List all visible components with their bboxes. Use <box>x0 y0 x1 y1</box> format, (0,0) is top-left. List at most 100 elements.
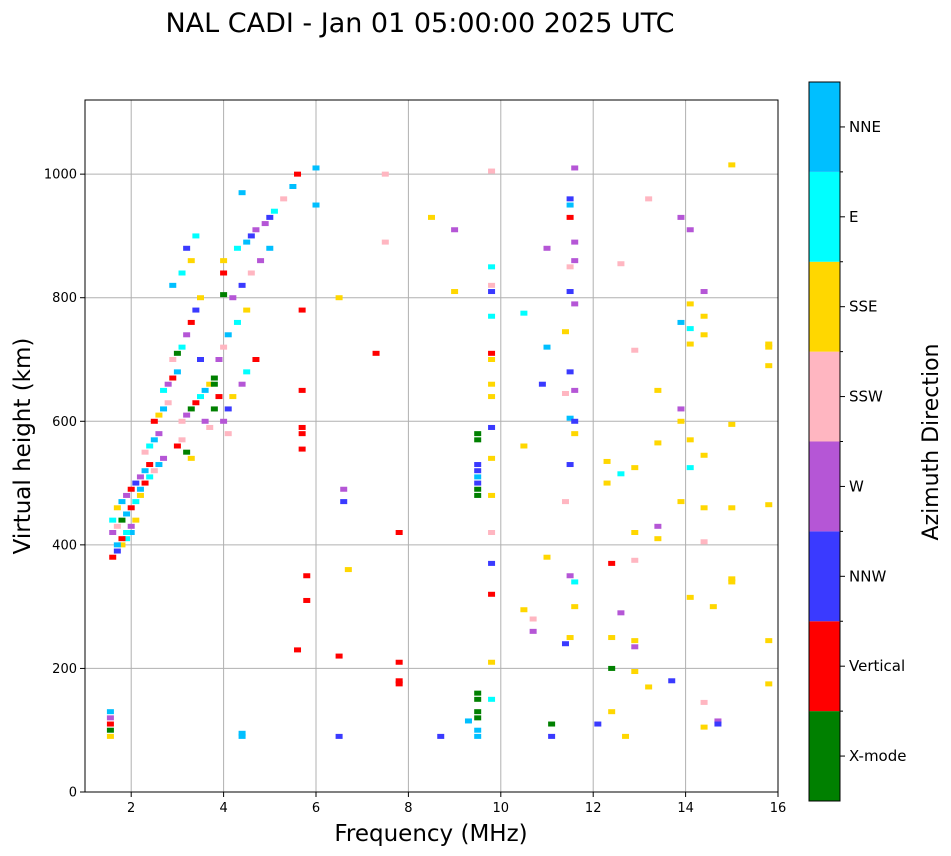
data-point-x-mode <box>210 406 218 412</box>
data-point-vertical <box>303 597 311 603</box>
data-point-ssw <box>206 424 214 430</box>
data-point-w <box>529 628 537 634</box>
data-point-e <box>123 530 131 535</box>
data-point-ssw <box>488 282 496 288</box>
data-point-sse <box>106 733 114 739</box>
data-point-nne <box>106 709 114 715</box>
data-point-sse <box>631 465 639 471</box>
data-point-vertical <box>372 350 380 356</box>
data-point-sse <box>765 363 773 369</box>
data-point-nnw <box>197 357 204 362</box>
x-tick-label: 16 <box>770 801 787 816</box>
data-point-ssw <box>561 499 569 505</box>
data-point-ssw <box>247 270 255 276</box>
data-point-w <box>566 573 574 579</box>
data-point-sse <box>631 530 639 535</box>
data-point-vertical <box>106 721 114 727</box>
data-point-vertical <box>488 350 496 356</box>
data-point-e <box>686 465 694 471</box>
data-point-nnw <box>566 289 574 295</box>
data-point-ssw <box>631 557 639 563</box>
data-point-nne <box>123 511 131 517</box>
data-point-w <box>543 245 551 251</box>
data-point-sse <box>136 492 144 498</box>
data-point-vertical <box>127 505 135 511</box>
data-point-nnw <box>488 560 496 566</box>
data-point-w <box>164 381 172 387</box>
data-point-sse <box>197 295 204 301</box>
data-point-nne <box>160 406 168 412</box>
data-point-x-mode <box>187 406 195 412</box>
data-point-w <box>571 258 579 264</box>
data-point-nnw <box>224 406 232 412</box>
data-point-ssw <box>381 239 389 245</box>
data-point-vertical <box>488 591 496 597</box>
data-point-ssw <box>700 699 708 705</box>
data-point-nne <box>118 499 126 505</box>
data-point-nnw <box>474 462 482 468</box>
data-point-vertical <box>298 307 306 313</box>
data-point-x-mode <box>220 292 228 298</box>
data-point-sse <box>765 344 773 350</box>
data-point-vertical <box>187 319 195 325</box>
data-point-nnw <box>566 196 574 202</box>
data-point-e <box>123 536 131 542</box>
colorbar-tick-label: W <box>849 477 864 495</box>
data-point-ssw <box>488 168 496 174</box>
data-point-sse <box>765 681 773 687</box>
data-point-sse <box>344 567 352 573</box>
data-point-x-mode <box>474 437 482 443</box>
data-point-nne <box>289 184 297 189</box>
data-point-w <box>252 227 260 233</box>
data-point-sse <box>700 724 708 730</box>
data-point-sse <box>654 387 662 393</box>
data-point-w <box>677 214 685 220</box>
chart-title: NAL CADI - Jan 01 05:00:00 2025 UTC <box>165 8 674 39</box>
data-point-sse <box>654 536 662 542</box>
data-point-nnw <box>561 641 569 647</box>
data-point-nnw <box>335 733 343 739</box>
data-point-x-mode <box>474 431 482 437</box>
data-point-nne <box>169 282 177 288</box>
data-point-sse <box>155 412 163 418</box>
data-point-w <box>220 418 228 424</box>
data-point-nnw <box>247 233 255 239</box>
data-point-w <box>183 332 191 338</box>
data-point-ssw <box>561 390 569 396</box>
data-point-vertical <box>127 486 135 492</box>
data-point-sse <box>543 554 551 560</box>
data-point-w <box>215 357 223 362</box>
data-point-sse <box>728 579 736 585</box>
colorbar: X-mode Vertical NNW W SSW SSE E NNE <box>808 81 906 802</box>
data-point-sse <box>488 492 496 498</box>
data-point-e <box>233 245 241 251</box>
data-points <box>106 162 773 739</box>
data-point-nne <box>543 344 551 350</box>
data-point-sse <box>686 341 694 347</box>
data-point-ssw <box>280 196 288 202</box>
data-point-sse <box>677 499 685 505</box>
data-point-sse <box>571 604 579 610</box>
data-point-nnw <box>566 462 574 468</box>
data-point-x-mode <box>474 690 482 696</box>
colorbar-tick-label: NNE <box>849 118 881 136</box>
data-point-sse <box>765 502 773 508</box>
data-point-w <box>106 715 114 721</box>
data-point-nne <box>464 718 472 724</box>
data-point-e <box>146 474 154 480</box>
data-point-w <box>571 165 579 171</box>
data-point-w <box>700 289 708 295</box>
data-point-nne <box>113 542 121 548</box>
data-point-sse <box>686 301 694 307</box>
data-point-vertical <box>566 214 574 220</box>
data-point-ssw <box>488 530 496 535</box>
data-point-nne <box>201 387 209 393</box>
data-point-x-mode <box>210 381 218 387</box>
data-point-ssw <box>700 539 708 545</box>
y-tick-label: 1000 <box>44 168 77 183</box>
data-point-nnw <box>474 468 482 474</box>
data-point-nnw <box>594 721 602 727</box>
data-point-sse <box>488 357 496 362</box>
data-point-nnw <box>183 245 191 251</box>
